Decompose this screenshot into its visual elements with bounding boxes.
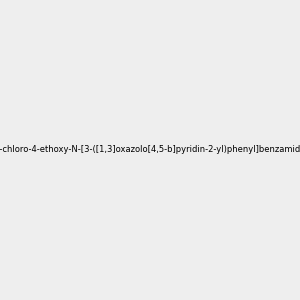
Text: 3-chloro-4-ethoxy-N-[3-([1,3]oxazolo[4,5-b]pyridin-2-yl)phenyl]benzamide: 3-chloro-4-ethoxy-N-[3-([1,3]oxazolo[4,5… [0, 146, 300, 154]
